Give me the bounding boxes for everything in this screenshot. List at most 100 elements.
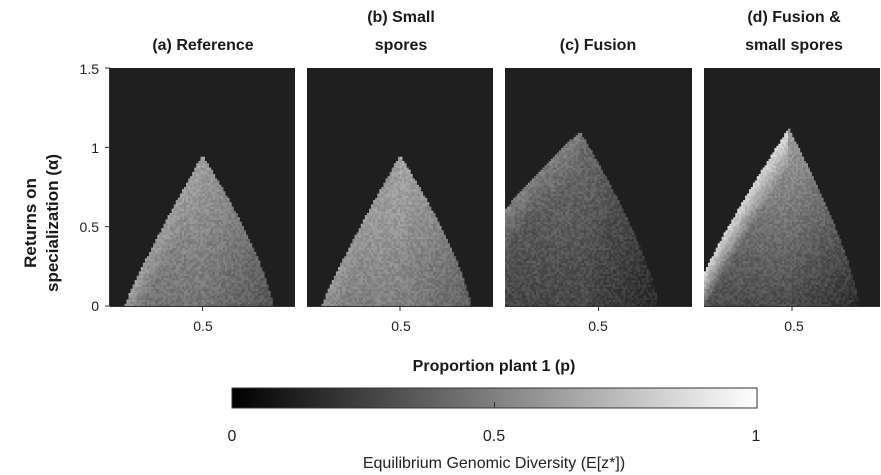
heatmap-cell xyxy=(237,243,240,246)
heatmap-cell xyxy=(371,267,374,270)
heatmap-cell xyxy=(181,221,185,225)
heatmap-cell xyxy=(132,295,136,298)
heatmap-cell xyxy=(424,206,428,209)
heatmap-cell xyxy=(147,288,150,292)
heatmap-cell xyxy=(400,167,403,171)
heatmap-cell xyxy=(360,275,364,279)
heatmap-cell xyxy=(362,303,366,307)
heatmap-cell xyxy=(418,251,422,255)
heatmap-cell xyxy=(424,228,428,231)
heatmap-cell xyxy=(383,212,386,216)
heatmap-cell xyxy=(200,174,203,177)
heatmap-cell xyxy=(208,206,212,209)
heatmap-cell xyxy=(202,303,205,307)
heatmap-cell xyxy=(134,286,138,290)
heatmap-cell xyxy=(356,247,360,251)
heatmap-cell xyxy=(389,191,393,194)
heatmap-cell xyxy=(179,277,183,281)
heatmap-cell xyxy=(426,297,430,300)
heatmap-cell xyxy=(161,280,164,283)
heatmap-cell xyxy=(397,215,401,218)
heatmap-cell xyxy=(227,284,230,287)
heatmap-cell xyxy=(371,247,374,251)
heatmap-cell xyxy=(321,303,324,307)
heatmap-cell xyxy=(241,277,244,281)
heatmap-cell xyxy=(400,301,403,305)
heatmap-cell xyxy=(381,256,384,259)
heatmap-cell xyxy=(200,206,203,209)
heatmap-cell xyxy=(348,280,351,283)
heatmap-cell xyxy=(360,254,364,257)
heatmap-cell xyxy=(210,275,214,279)
heatmap-cell xyxy=(387,189,391,192)
heatmap-cell xyxy=(184,238,187,242)
heatmap-cell xyxy=(387,180,391,184)
heatmap-cell xyxy=(255,286,259,290)
heatmap-cell xyxy=(358,260,362,264)
heatmap-cell xyxy=(364,251,368,255)
heatmap-cell xyxy=(408,243,411,246)
heatmap-cell xyxy=(393,297,397,300)
heatmap-cell xyxy=(416,264,419,268)
heatmap-cell xyxy=(225,282,228,285)
heatmap-cell xyxy=(241,254,244,257)
heatmap-cell xyxy=(181,204,185,207)
heatmap-cell xyxy=(245,249,249,253)
heatmap-cell xyxy=(381,282,384,285)
heatmap-cell xyxy=(142,271,146,274)
heatmap-cell xyxy=(202,275,205,279)
heatmap-cell xyxy=(352,277,355,281)
heatmap-cell xyxy=(186,193,189,196)
heatmap-cell xyxy=(346,299,349,303)
heatmap-cell xyxy=(192,217,195,220)
heatmap-cell xyxy=(400,184,403,188)
heatmap-cell xyxy=(179,271,183,274)
heatmap-cell xyxy=(171,277,175,281)
heatmap-cell xyxy=(393,221,397,225)
heatmap-cell xyxy=(198,282,201,285)
heatmap-cell xyxy=(216,245,220,248)
heatmap-cell xyxy=(352,243,355,246)
heatmap-cell xyxy=(424,264,428,268)
heatmap-cell xyxy=(251,280,255,283)
heatmap-cell xyxy=(416,275,419,279)
heatmap-cell xyxy=(373,299,376,303)
heatmap-cell xyxy=(356,303,360,307)
heatmap-cell xyxy=(391,282,395,285)
heatmap-cell xyxy=(149,260,152,264)
heatmap-cell xyxy=(223,277,226,281)
heatmap-cell xyxy=(175,277,179,281)
heatmap-cell xyxy=(223,197,226,201)
heatmap-cell xyxy=(354,303,357,307)
heatmap-cell xyxy=(229,280,232,283)
heatmap-cell xyxy=(181,288,185,292)
heatmap-cell xyxy=(210,267,214,270)
heatmap-cell xyxy=(149,264,152,268)
heatmap-cell xyxy=(406,260,409,264)
heatmap-cell xyxy=(342,303,345,307)
heatmap-cell xyxy=(196,178,199,181)
heatmap-cell xyxy=(408,171,411,175)
heatmap-cell xyxy=(362,249,366,253)
heatmap-cell xyxy=(342,288,345,292)
heatmap-cell xyxy=(406,295,409,298)
heatmap-cell xyxy=(208,241,212,244)
heatmap-cell xyxy=(387,238,391,242)
heatmap-cell xyxy=(208,280,212,283)
heatmap-cell xyxy=(194,169,197,173)
heatmap-cell xyxy=(175,288,179,292)
heatmap-cell xyxy=(225,264,228,268)
heatmap-cell xyxy=(348,271,351,274)
heatmap-cell xyxy=(229,288,232,292)
heatmap-cell xyxy=(255,269,259,272)
heatmap-cell xyxy=(184,236,187,240)
heatmap-cell xyxy=(212,290,216,294)
heatmap-cell xyxy=(171,234,175,238)
heatmap-cell xyxy=(414,212,417,216)
heatmap-cell xyxy=(387,187,391,190)
heatmap-cell xyxy=(400,275,403,279)
heatmap-cell xyxy=(225,223,228,227)
heatmap-cell xyxy=(225,260,228,264)
heatmap-cell xyxy=(212,195,216,199)
heatmap-cell xyxy=(235,243,238,246)
